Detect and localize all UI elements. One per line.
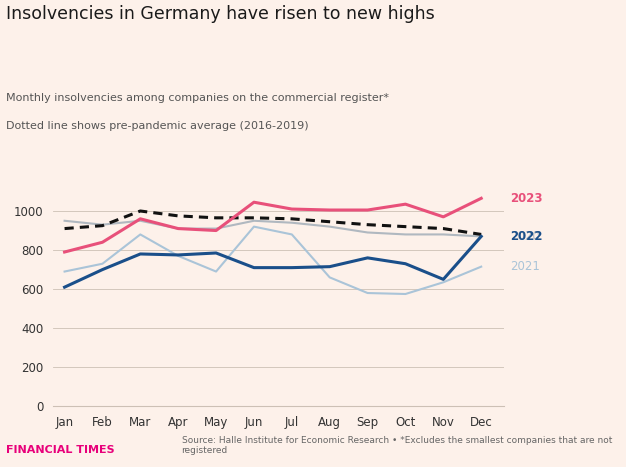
Text: Source: Halle Institute for Economic Research • *Excludes the smallest companies: Source: Halle Institute for Economic Res…	[182, 436, 612, 455]
Text: 2020: 2020	[510, 230, 540, 243]
Text: FINANCIAL TIMES: FINANCIAL TIMES	[6, 446, 115, 455]
Text: Insolvencies in Germany have risen to new highs: Insolvencies in Germany have risen to ne…	[6, 5, 435, 23]
Text: Dotted line shows pre-pandemic average (2016-2019): Dotted line shows pre-pandemic average (…	[6, 121, 309, 131]
Text: 2023: 2023	[510, 192, 543, 205]
Text: 2022: 2022	[510, 230, 543, 243]
Text: 2021: 2021	[510, 260, 540, 273]
Text: Monthly insolvencies among companies on the commercial register*: Monthly insolvencies among companies on …	[6, 93, 389, 103]
